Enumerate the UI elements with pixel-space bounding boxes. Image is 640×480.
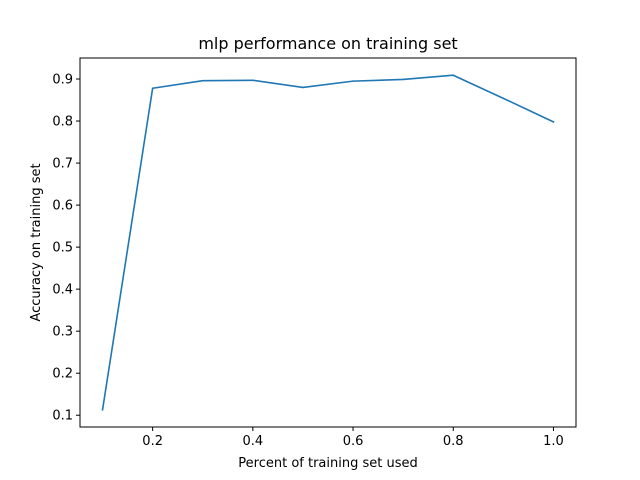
- data-point: [552, 121, 555, 123]
- tick-group: 0.2 0.4 0.6 0.8 1.0 0.1 0.2 0.3 0.4 0.5 0.6 0.7 0.8 0…: [52, 73, 563, 449]
- x-tick-label: 0.4: [243, 434, 264, 449]
- plot-area-background: [80, 58, 576, 427]
- data-point: [402, 78, 404, 81]
- data-point: [352, 80, 354, 82]
- data-point: [502, 97, 505, 100]
- x-tick-label: 0.6: [343, 434, 364, 449]
- data-point: [201, 79, 204, 82]
- y-tick-label: 0.7: [52, 157, 73, 172]
- y-tick-label: 0.9: [52, 73, 73, 88]
- series-line: [101, 74, 555, 411]
- y-tick-label: 0.8: [52, 115, 73, 130]
- series-group: [101, 74, 555, 411]
- y-tick-label: 0.3: [52, 325, 73, 340]
- x-tick-label: 0.8: [443, 434, 464, 449]
- data-point: [252, 79, 254, 82]
- x-tick-label: 0.2: [142, 434, 163, 449]
- data-point: [101, 408, 104, 411]
- y-tick-label: 0.4: [52, 283, 73, 298]
- y-tick-label: 0.5: [52, 241, 73, 256]
- chart-title: mlp performance on training set: [198, 34, 457, 53]
- plot-frame: [79, 57, 577, 428]
- y-tick-label: 0.1: [52, 409, 73, 424]
- data-point: [452, 74, 455, 77]
- data-point: [151, 87, 154, 90]
- x-axis-label: Percent of training set used: [238, 456, 417, 471]
- y-tick-label: 0.2: [52, 367, 73, 382]
- x-tick-label: 1.0: [543, 434, 564, 449]
- y-tick-label: 0.6: [52, 199, 73, 214]
- y-axis-label: Accuracy on training set: [29, 163, 44, 321]
- data-point: [302, 86, 304, 89]
